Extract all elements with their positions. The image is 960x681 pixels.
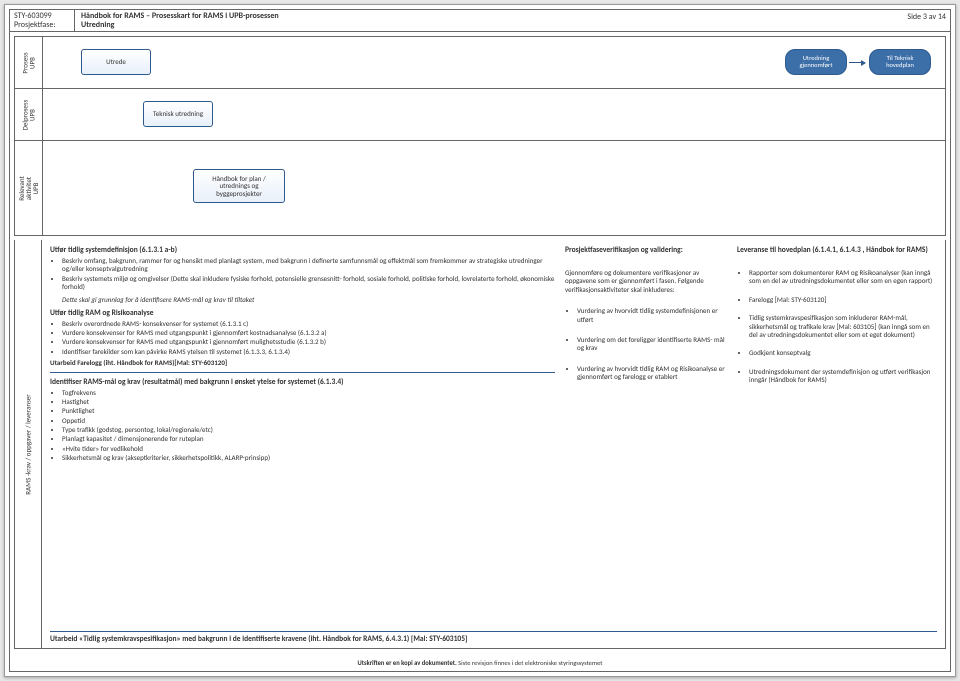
lane-body-delprosess: Teknisk utredning (43, 89, 945, 140)
para-farelogg: Utarbeid Farelogg (iht. Håndbok for RAMS… (50, 359, 555, 367)
li: Identifiser farekilder som kan påvirke R… (62, 348, 555, 356)
lane-aktivitet: Relevant aktivitet UPB Håndbok for plan … (15, 141, 945, 235)
li: Vurdering av hvorvidt tidlig RAM og Risi… (577, 365, 727, 382)
list-rams-maal: Togfrekvens Hastighet Punktlighet Oppeti… (50, 389, 555, 463)
title-systemdef: Utfør tidlig systemdefinisjon (6.1.3.1 a… (50, 246, 555, 255)
title-rams-maal: Identifiser RAMS-mål og krav (resultatmå… (50, 378, 555, 387)
list-ram-risiko: Beskriv overordnede RAMS- konsekvenser f… (50, 320, 555, 357)
italic-note: Dette skal gi grunnlag for å identifiser… (62, 295, 555, 304)
lane-delprosess: Delprosess UPB Teknisk utredning (15, 89, 945, 141)
lane-label-aktivitet: Relevant aktivitet UPB (15, 141, 43, 235)
li: Togfrekvens (62, 389, 555, 397)
box-utrede: Utrede (81, 49, 151, 75)
list-systemdef: Beskriv omfang, bakgrunn, rammer for og … (50, 257, 555, 292)
separator (50, 372, 555, 373)
event-til-teknisk-hovedplan: Til Teknisk hovedplan (869, 49, 931, 75)
lane-rams: RAMS -krav / oppgaver / leveranser Utfør… (14, 240, 946, 649)
list-verif: Vurdering av hvorvidt tidlig systemdefin… (565, 307, 727, 381)
list-leveranse: Rapporter som dokumenterer RAM og Risiko… (737, 269, 937, 385)
li: Utredningsdokument der systemdefinisjon … (749, 368, 937, 385)
para-verif: Gjennomføre og dokumentere verifikasjone… (565, 269, 727, 294)
li: Beskriv omfang, bakgrunn, rammer for og … (62, 257, 555, 274)
li: Sikkerhetsmål og krav (akseptkriterier, … (62, 454, 555, 462)
bottom-task: Utarbeid «Tidlig systemkravspesifikasjon… (50, 631, 937, 644)
box-teknisk-utredning: Teknisk utredning (143, 101, 213, 127)
header-left: STY-603099 Prosjektfase: (10, 10, 75, 31)
col-verification: Prosjektfaseverifikasjon og validering: … (565, 246, 727, 466)
li: Oppetid (62, 417, 555, 425)
lane-body-rams: Utfør tidlig systemdefinisjon (6.1.3.1 a… (42, 240, 946, 649)
page: STY-603099 Prosjektfase: Håndbok for RAM… (4, 4, 956, 677)
event-utredning-gjennomfort: Utredning gjennomført (785, 49, 847, 75)
swimlane-container: Prosess UPB Utrede Utredning gjennomført… (14, 36, 946, 236)
footer-rest: Siste revisjon finnes i det elektroniske… (457, 659, 603, 667)
doc-title: Håndbok for RAMS – Prosesskart for RAMS … (81, 12, 884, 21)
li: Vurdere konsekvenser for RAMS med utgang… (62, 329, 555, 337)
page-header: STY-603099 Prosjektfase: Håndbok for RAM… (10, 10, 950, 32)
page-footer: Utskriften er en kopi av dokumentet. Sis… (10, 657, 950, 671)
li: Tidlig systemkravspesifikasjon som inklu… (749, 314, 937, 339)
li: Beskriv overordnede RAMS- konsekvenser f… (62, 320, 555, 328)
li: Punktlighet (62, 407, 555, 415)
arrow-connector (849, 62, 865, 63)
li: Planlagt kapasitet / dimensjonerende for… (62, 435, 555, 443)
header-title-block: Håndbok for RAMS – Prosesskart for RAMS … (75, 10, 890, 31)
lane-prosess: Prosess UPB Utrede Utredning gjennomført… (15, 37, 945, 89)
box-handbok: Håndbok for plan / utrednings og byggepr… (193, 169, 285, 203)
phase-label: Prosjektfase: (14, 21, 70, 30)
li: Vurdering om det foreligger identifisert… (577, 336, 727, 353)
li: Godkjent konseptvalg (749, 349, 937, 357)
lane-label-prosess: Prosess UPB (15, 37, 43, 88)
lane-label-rams: RAMS -krav / oppgaver / leveranser (14, 240, 42, 649)
col-tasks: Utfør tidlig systemdefinisjon (6.1.3.1 a… (50, 246, 555, 466)
lane-label-delprosess: Delprosess UPB (15, 89, 43, 140)
lane-body-prosess: Utrede Utredning gjennomført Til Teknisk… (43, 37, 945, 88)
footer-bold: Utskriften er en kopi av dokumentet. (357, 659, 456, 667)
li: Beskriv systemets miljø og omgivelser (D… (62, 275, 555, 292)
content-columns: Utfør tidlig systemdefinisjon (6.1.3.1 a… (50, 246, 937, 466)
title-ram-risiko: Utfør tidlig RAM og Risikoanalyse (50, 309, 555, 318)
li: Hastighet (62, 398, 555, 406)
li: Type trafikk (godstog, persontog, lokal/… (62, 426, 555, 434)
title-leveranse: Leveranse til hovedplan (6.1.4.1, 6.1.4.… (737, 246, 937, 255)
lane-body-aktivitet: Håndbok for plan / utrednings og byggepr… (43, 141, 945, 235)
li: «Hvite tider» for vedlikehold (62, 445, 555, 453)
header-page: Side 3 av 14 (890, 10, 950, 31)
col-deliverables: Leveranse til hovedplan (6.1.4.1, 6.1.4.… (737, 246, 937, 466)
li: Farelogg [Mal: STY-603120] (749, 296, 937, 304)
li: Rapporter som dokumenterer RAM og Risiko… (749, 269, 937, 286)
page-border: STY-603099 Prosjektfase: Håndbok for RAM… (9, 9, 951, 672)
phase-value: Utredning (81, 21, 884, 30)
li: Vurdering av hvorvidt tidlig systemdefin… (577, 307, 727, 324)
li: Vurdere konsekvenser for RAMS med utgang… (62, 338, 555, 346)
title-verif: Prosjektfaseverifikasjon og validering: (565, 246, 727, 255)
